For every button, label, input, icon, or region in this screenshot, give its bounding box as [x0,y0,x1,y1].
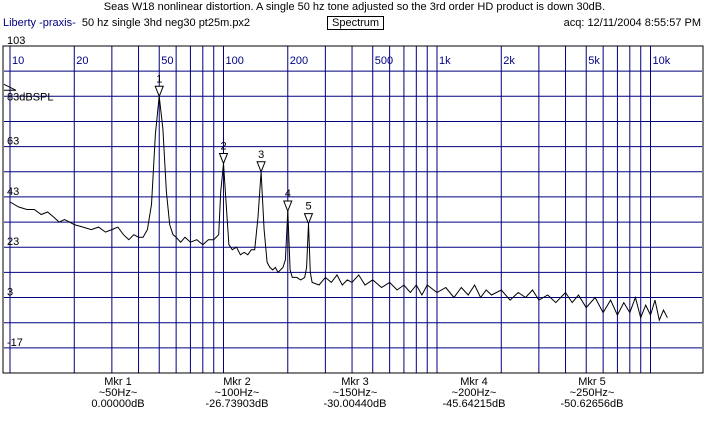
marker-triangle [154,85,164,98]
x-tick-label: 500 [375,55,393,67]
y-tick-label: 3 [7,287,13,299]
marker-readout: Mkr 5 ~250Hz~ -50.62656dB [537,377,647,410]
x-tick-label: 10 [12,55,24,67]
x-tick-label: 5k [588,55,600,67]
marker-name: Mkr 2 [223,376,251,388]
y-tick-label: -17 [7,337,23,349]
marker-number: 2 [221,140,227,152]
marker-value-label: 0.00000dB [91,398,145,410]
marker-value-label: -50.62656dB [560,398,624,410]
file-name: 50 hz single 3hd neg30 pt25m.px2 [81,17,251,29]
reference-level-label: 83dBSPL [7,91,53,103]
y-tick-label: 43 [7,186,19,198]
marker-number: 1 [156,73,162,85]
spectrum-plot: 10 20 50 100 200 500 1k 2k 5k 10k1036343233-1783d… [2,35,704,374]
marker-number: 3 [258,149,264,161]
acquisition-time: acq: 12/11/2004 8:55:57 PM [563,17,701,29]
marker-triangle [283,200,293,213]
marker-value-label: -45.64215dB [442,398,506,410]
spectrum-trace [9,96,668,322]
marker-flags: 1 2 3 4 5 [154,73,314,225]
marker-readout: Mkr 2 ~100Hz~ -26.73903dB [182,377,292,410]
y-tick-label: 103 [7,35,25,47]
grid [4,45,702,373]
marker-name: Mkr 3 [341,376,369,388]
x-tick-label: 10k [653,55,671,67]
marker-triangle [218,152,229,165]
marker-freq-label: ~100Hz~ [214,387,260,399]
chart-title: Seas W18 nonlinear distortion. A single … [103,1,606,13]
marker-freq-label: ~50Hz~ [98,387,138,399]
marker-value-label: -30.00440dB [323,398,387,410]
marker-triangle [303,213,314,225]
reference-pointer [3,83,17,91]
marker-freq-label: ~200Hz~ [451,387,497,399]
marker-readout: Mkr 1 ~50Hz~ 0.00000dB [63,377,173,410]
marker-number: 5 [305,201,311,213]
marker-name: Mkr 5 [578,376,606,388]
marker-freq-label: ~250Hz~ [569,387,615,399]
y-tick-label: 23 [7,236,19,248]
x-tick-label: 1k [439,55,451,67]
marker-value-label: -26.73903dB [205,398,269,410]
header-file-info: Liberty -praxis- 50 hz single 3hd neg30 … [3,17,250,29]
x-tick-label: 200 [290,55,308,67]
plot-frame [2,45,704,374]
marker-number: 4 [285,188,291,200]
x-tick-label: 20 [76,55,88,67]
marker-readout: Mkr 4 ~200Hz~ -45.64215dB [419,377,529,410]
app-name: Liberty -praxis- [3,17,76,29]
marker-triangle [256,161,266,174]
x-tick-label: 100 [226,55,244,67]
marker-freq-label: ~150Hz~ [332,387,378,399]
mode-button[interactable]: Spectrum [327,16,385,30]
y-tick-label: 63 [7,136,19,148]
x-tick-label: 50 [161,55,173,67]
x-tick-label: 2k [503,55,515,67]
marker-name: Mkr 1 [104,376,132,388]
marker-name: Mkr 4 [460,376,488,388]
marker-readout: Mkr 3 ~150Hz~ -30.00440dB [300,377,410,410]
axis-labels: 10 20 50 100 200 500 1k 2k 5k 10k1036343233-1783d… [3,35,671,349]
